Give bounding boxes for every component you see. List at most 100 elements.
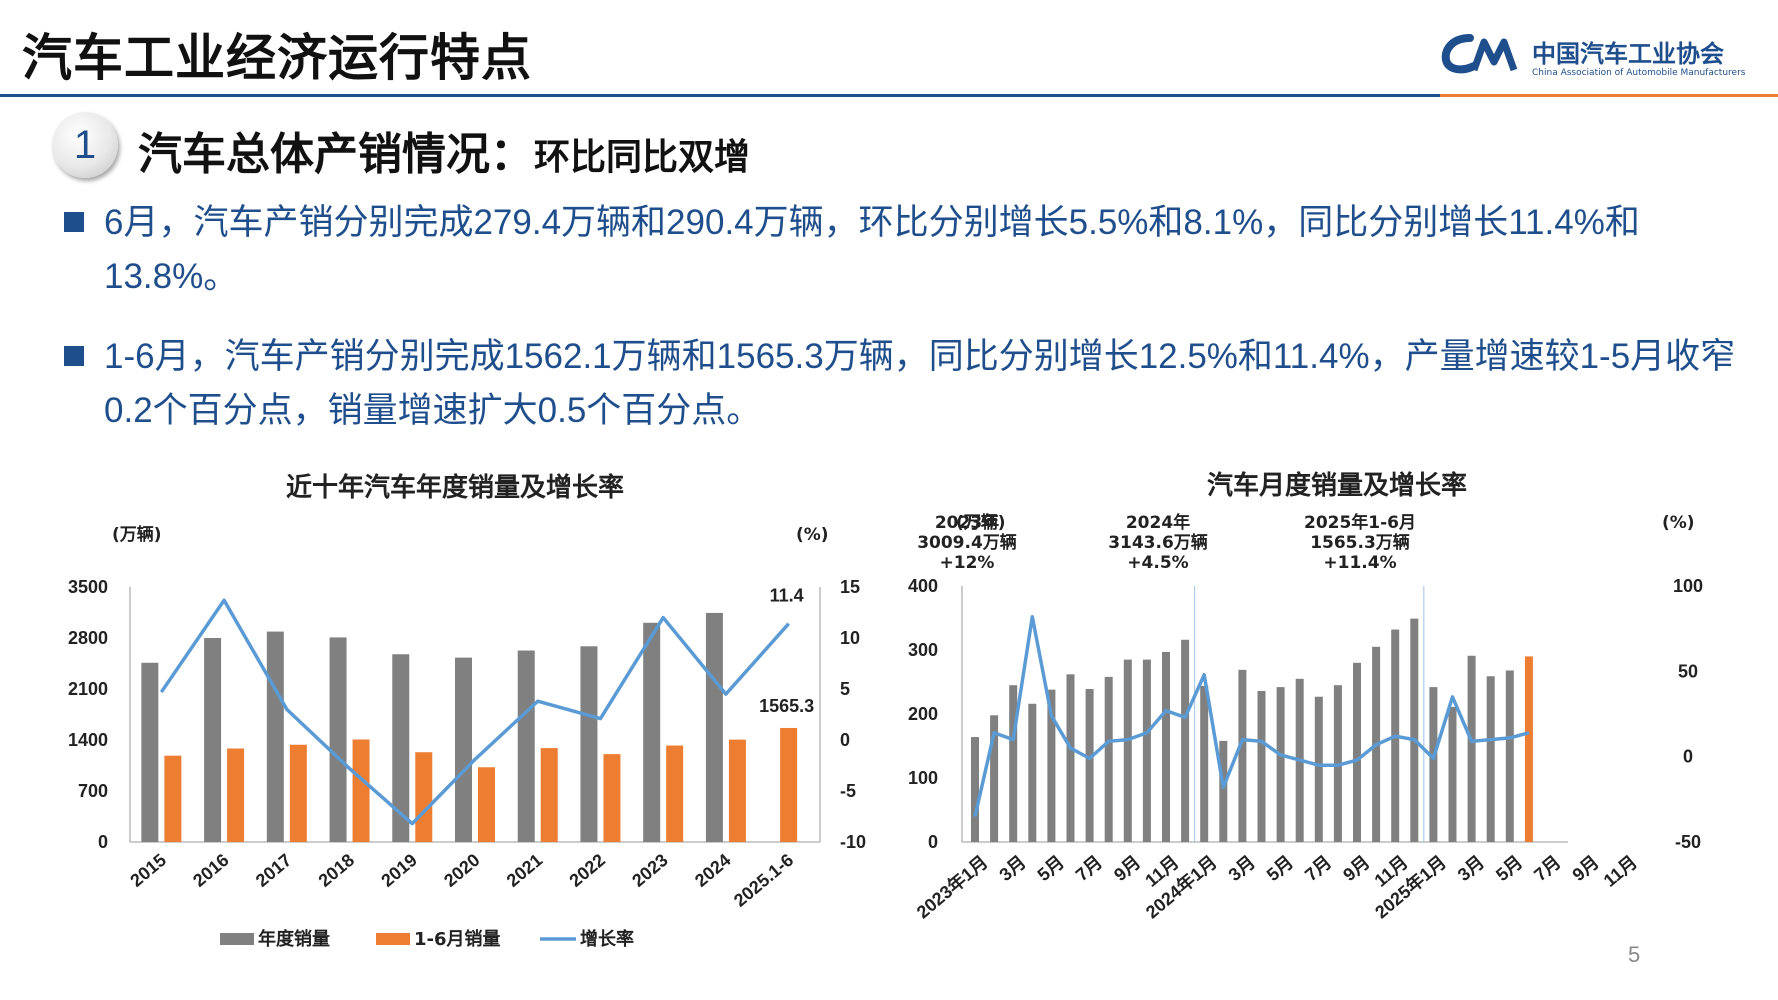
bar-h1-sales [352, 739, 370, 842]
y-tick-label-left: 1400 [68, 730, 108, 750]
year-annotation: 2024年 [1126, 512, 1190, 533]
bar-h1-sales [728, 739, 746, 842]
y-tick-label-right: 100 [1673, 576, 1703, 596]
bar-monthly-sales [1486, 676, 1495, 842]
x-tick-label: 9月 [1339, 852, 1373, 885]
bar-monthly-sales [1085, 689, 1094, 842]
y-tick-label-right: 5 [840, 679, 850, 699]
x-tick-label: 2021 [503, 850, 547, 891]
year-annotation: +4.5% [1127, 553, 1188, 573]
x-tick-label: 2018 [315, 850, 359, 891]
y-tick-label-left: 200 [908, 704, 938, 724]
monthly-sales-chart: 汽车月度销量及增长率 (万辆) (%) 0 100 200 300 400 -50 0 50 1… [908, 470, 1703, 922]
y-tick-label-right: 0 [840, 730, 850, 750]
bar-annual-sales [329, 637, 347, 842]
cam-logo-mark-icon [1441, 34, 1518, 74]
header-divider-accent [1440, 94, 1778, 97]
x-tick-label: 5月 [1492, 852, 1526, 885]
y-tick-label-right: 50 [1678, 661, 1698, 681]
bar-monthly-sales [1448, 706, 1457, 842]
year-annotation: +12% [940, 553, 995, 573]
legend-label: 1-6月销量 [414, 928, 501, 950]
bullet-square-icon [64, 346, 84, 366]
chart-title: 近十年汽车年度销量及增长率 [286, 472, 624, 503]
section-heading: 汽车总体产销情况：环比同比双增 [138, 118, 750, 182]
y-tick-label-left: 3500 [68, 577, 108, 597]
x-tick-label: 3月 [995, 852, 1029, 885]
x-tick-label: 2022 [565, 850, 609, 891]
bar-monthly-sales [1314, 696, 1323, 842]
page-title: 汽车工业经济运行特点 [22, 29, 532, 87]
x-tick-label: 7月 [1530, 852, 1564, 885]
bar-h1-sales [540, 748, 558, 842]
bar-monthly-sales [1410, 618, 1419, 842]
y-tick-label-left: 2100 [68, 679, 108, 699]
bar-monthly-sales [1276, 687, 1285, 842]
legend-label: 年度销量 [258, 928, 330, 950]
x-tick-label: 2020 [440, 850, 484, 891]
bar-monthly-sales [1238, 669, 1247, 842]
x-tick-label: 5月 [1263, 852, 1297, 885]
bar-monthly-sales [1467, 655, 1476, 842]
growth-rate-line [159, 598, 790, 826]
bar-h1-sales [164, 755, 182, 842]
bar-h1-sales [666, 745, 684, 842]
bar-monthly-sales [1066, 674, 1075, 842]
bar-monthly-sales [1123, 659, 1132, 842]
bar-annual-sales [705, 612, 723, 842]
year-annotation: 3143.6万辆 [1108, 532, 1208, 553]
y-tick-label-left: 400 [908, 576, 938, 596]
x-tick-label: 2025.1-6 [730, 850, 797, 911]
y-axis-left-unit: (万辆) [112, 524, 162, 545]
bar-monthly-sales [1524, 656, 1533, 842]
logo-cn-text: 中国汽车工业协会 [1532, 40, 1724, 68]
bar-monthly-sales [1047, 689, 1056, 842]
bar-monthly-sales [1505, 670, 1514, 842]
bar-annual-sales [392, 654, 410, 842]
bar-monthly-sales [1200, 685, 1209, 842]
bullet-item: 6月，汽车产销分别完成279.4万辆和290.4万辆，环比分别增长5.5%和8.… [64, 196, 1744, 304]
chart-title: 汽车月度销量及增长率 [1207, 470, 1467, 501]
x-tick-label: 11月 [1600, 852, 1641, 891]
bar-monthly-sales [1219, 740, 1228, 842]
bar-h1-sales [289, 744, 307, 842]
legend-label: 增长率 [580, 928, 634, 950]
header-divider [0, 94, 1778, 97]
bar-monthly-sales [1429, 687, 1438, 842]
bullet-square-icon [64, 212, 84, 232]
bullet-item: 1-6月，汽车产销分别完成1562.1万辆和1565.3万辆，同比分别增长12.… [64, 330, 1744, 438]
bar-h1-sales [478, 767, 495, 842]
x-tick-label: 2017 [252, 850, 296, 891]
bar-annual-sales [455, 657, 472, 842]
year-annotation: 3009.4万辆 [917, 532, 1017, 553]
legend-swatch-h1 [376, 933, 410, 945]
bar-h1-sales [415, 752, 433, 842]
bar-annual-sales [266, 631, 284, 842]
section-title: 汽车总体产销情况： [138, 129, 534, 180]
logo-en-text: China Association of Automobile Manufact… [1532, 68, 1746, 78]
x-tick-label: 9月 [1110, 852, 1144, 885]
page-number: 5 [1628, 942, 1641, 967]
year-annotation: +11.4% [1323, 553, 1396, 573]
y-axis-right-unit: (%) [796, 525, 829, 545]
y-tick-label-right: 0 [1683, 747, 1693, 767]
year-annotation: 2023年 [935, 512, 999, 533]
y-tick-label-right: 15 [840, 577, 860, 597]
x-tick-label: 7月 [1301, 852, 1335, 885]
growth-rate-line [973, 614, 1530, 817]
data-label-h1-sales: 1565.3 [759, 696, 814, 716]
y-tick-label-left: 0 [928, 832, 938, 852]
bar-monthly-sales [1104, 676, 1113, 842]
section-number-badge: 1 [52, 112, 118, 178]
y-tick-label-left: 700 [78, 781, 108, 801]
bar-annual-sales [643, 622, 661, 842]
bar-annual-sales [517, 650, 535, 842]
y-tick-label-left: 0 [98, 832, 108, 852]
y-tick-label-right: -5 [840, 781, 856, 801]
x-tick-label: 5月 [1034, 852, 1068, 885]
bar-monthly-sales [1142, 659, 1151, 842]
y-axis-right-unit: (%) [1662, 513, 1695, 533]
x-tick-label: 3月 [1454, 852, 1488, 885]
x-tick-label: 2015 [126, 850, 170, 891]
y-tick-label-left: 300 [908, 640, 938, 660]
